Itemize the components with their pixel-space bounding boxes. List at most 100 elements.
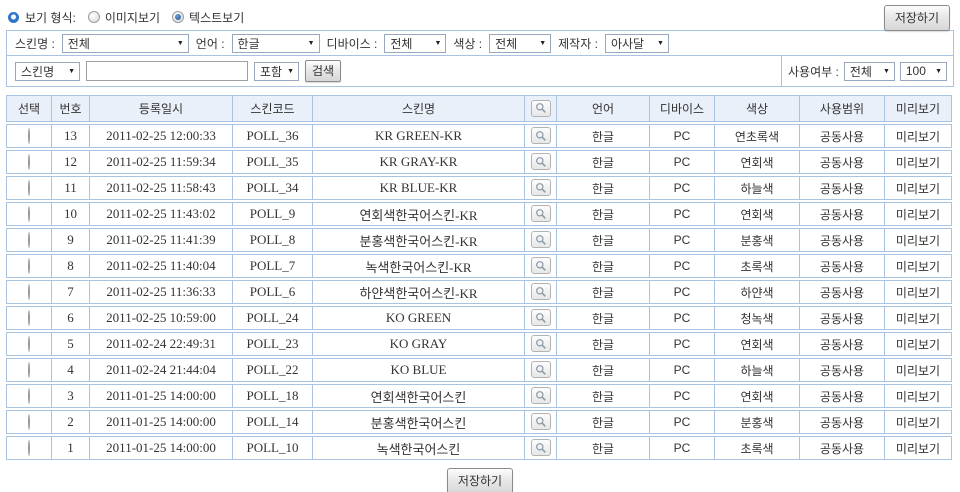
- magnifier-button[interactable]: [530, 413, 551, 431]
- row-select-radio[interactable]: [28, 310, 30, 326]
- save-button-bottom[interactable]: 저장하기: [446, 468, 514, 492]
- usage-select[interactable]: 전체 ▼: [843, 61, 895, 81]
- row-select-radio[interactable]: [28, 180, 30, 196]
- magnifier-button[interactable]: [530, 335, 551, 353]
- cell-magnifier: [525, 280, 557, 304]
- row-select-radio[interactable]: [28, 362, 30, 378]
- cell-number: 3: [52, 384, 90, 408]
- bottom-bar: 저장하기: [6, 468, 954, 492]
- magnifier-button[interactable]: [530, 257, 551, 275]
- magnifier-button[interactable]: [530, 153, 551, 171]
- radio-image-view[interactable]: 이미지보기: [87, 9, 160, 26]
- row-select-radio[interactable]: [28, 206, 30, 222]
- radio-icon[interactable]: [87, 11, 100, 23]
- cell-name: KO GRAY: [313, 332, 525, 356]
- magnifier-button[interactable]: [530, 231, 551, 249]
- combo-value: 한글: [237, 36, 260, 51]
- cell-preview-link[interactable]: 미리보기: [885, 280, 952, 304]
- radio-text-view[interactable]: 텍스트보기: [172, 9, 244, 26]
- table-row: 7 2011-02-25 11:36:33 POLL_6 하얀색한국어스킨-KR 한글 P…: [6, 280, 952, 304]
- cell-magnifier: [525, 228, 557, 252]
- magnifier-button[interactable]: [530, 127, 551, 145]
- cell-select: [6, 150, 52, 174]
- cell-preview-link[interactable]: 미리보기: [885, 384, 952, 408]
- cell-number: 5: [52, 332, 90, 356]
- cell-magnifier: [525, 384, 557, 408]
- cell-date: 2011-02-25 11:59:34: [90, 150, 233, 174]
- table-row: 8 2011-02-25 11:40:04 POLL_7 녹색한국어스킨-KR 한글 PC…: [6, 254, 952, 278]
- cell-code: POLL_6: [233, 280, 313, 304]
- cell-number: 9: [52, 228, 90, 252]
- cell-select: [6, 202, 52, 226]
- skin-name-filter-select[interactable]: 전체 ▼: [61, 33, 189, 53]
- row-select-radio[interactable]: [28, 414, 30, 430]
- row-select-radio[interactable]: [28, 284, 30, 300]
- magnifier-button[interactable]: [530, 179, 551, 197]
- cell-language: 한글: [557, 436, 650, 460]
- cell-magnifier: [525, 332, 557, 356]
- cell-preview-link[interactable]: 미리보기: [885, 202, 952, 226]
- magnifier-button[interactable]: [530, 439, 551, 457]
- search-field-select[interactable]: 스킨명 ▼: [15, 61, 80, 81]
- cell-color: 분홍색: [715, 228, 800, 252]
- cell-select: [6, 228, 52, 252]
- device-filter-select[interactable]: 전체 ▼: [384, 33, 447, 53]
- search-input[interactable]: [86, 61, 248, 81]
- radio-icon[interactable]: [172, 11, 185, 23]
- language-filter-select[interactable]: 한글 ▼: [231, 33, 320, 53]
- cell-language: 한글: [557, 306, 650, 330]
- row-select-radio[interactable]: [28, 388, 30, 404]
- cell-color: 초록색: [715, 254, 800, 278]
- cell-color: 연회색: [715, 384, 800, 408]
- cell-device: PC: [650, 202, 715, 226]
- cell-preview-link[interactable]: 미리보기: [885, 124, 952, 148]
- cell-preview-link[interactable]: 미리보기: [885, 436, 952, 460]
- cell-preview-link[interactable]: 미리보기: [885, 150, 952, 174]
- magnifier-icon: [535, 416, 546, 427]
- cell-preview-link[interactable]: 미리보기: [885, 254, 952, 278]
- magnifier-icon: [535, 364, 546, 375]
- row-select-radio[interactable]: [28, 154, 30, 170]
- page-size-select[interactable]: 100 ▼: [899, 61, 947, 81]
- row-select-radio[interactable]: [28, 128, 30, 144]
- magnifier-button[interactable]: [530, 361, 551, 379]
- cell-preview-link[interactable]: 미리보기: [885, 332, 952, 356]
- cell-date: 2011-02-25 11:40:04: [90, 254, 233, 278]
- cell-preview-link[interactable]: 미리보기: [885, 410, 952, 434]
- cell-preview-link[interactable]: 미리보기: [885, 228, 952, 252]
- magnifier-icon: [535, 260, 546, 271]
- magnifier-button[interactable]: [530, 387, 551, 405]
- cell-scope: 공동사용: [800, 384, 885, 408]
- author-filter-select[interactable]: 아사달 ▼: [604, 33, 669, 53]
- search-button[interactable]: 검색: [305, 60, 342, 82]
- cell-device: PC: [650, 150, 715, 174]
- magnifier-icon: [535, 312, 546, 323]
- cell-date: 2011-01-25 14:00:00: [90, 384, 233, 408]
- chevron-down-icon: ▼: [176, 39, 184, 47]
- cell-magnifier: [525, 254, 557, 278]
- match-type-select[interactable]: 포함 ▼: [254, 61, 299, 81]
- cell-magnifier: [525, 306, 557, 330]
- cell-preview-link[interactable]: 미리보기: [885, 176, 952, 200]
- row-select-radio[interactable]: [28, 258, 30, 274]
- color-filter-select[interactable]: 전체 ▼: [489, 33, 552, 53]
- magnifier-button[interactable]: [530, 205, 551, 223]
- magnifier-button[interactable]: [530, 99, 551, 117]
- cell-color: 하늘색: [715, 176, 800, 200]
- cell-language: 한글: [557, 358, 650, 382]
- cell-name: 연회색한국어스킨: [313, 384, 525, 408]
- row-select-radio[interactable]: [28, 232, 30, 248]
- save-button-top[interactable]: 저장하기: [883, 5, 950, 31]
- row-select-radio[interactable]: [28, 440, 30, 456]
- combo-value: 전체: [495, 36, 518, 51]
- magnifier-button[interactable]: [530, 283, 551, 301]
- cell-name: KR GRAY-KR: [313, 150, 525, 174]
- magnifier-button[interactable]: [530, 309, 551, 327]
- chevron-down-icon: ▼: [287, 67, 294, 75]
- cell-preview-link[interactable]: 미리보기: [885, 358, 952, 382]
- header-name: 스킨명: [313, 95, 525, 122]
- cell-magnifier: [525, 410, 557, 434]
- cell-preview-link[interactable]: 미리보기: [885, 306, 952, 330]
- row-select-radio[interactable]: [28, 336, 30, 352]
- cell-color: 초록색: [715, 436, 800, 460]
